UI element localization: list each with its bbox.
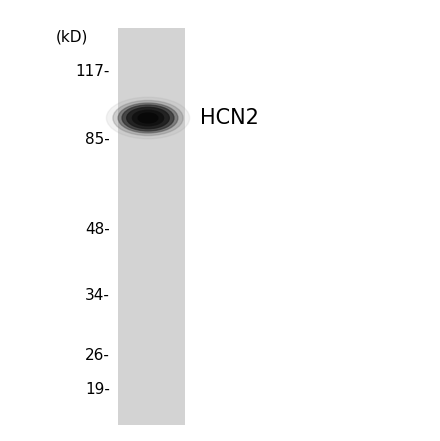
Text: 26-: 26- [85, 348, 110, 363]
Text: 48-: 48- [85, 223, 110, 238]
Ellipse shape [127, 107, 169, 129]
FancyBboxPatch shape [118, 28, 185, 425]
Text: 19-: 19- [85, 382, 110, 397]
Ellipse shape [113, 101, 183, 135]
Ellipse shape [118, 103, 178, 133]
Text: 117-: 117- [76, 64, 110, 79]
Text: (kD): (kD) [56, 30, 88, 45]
Text: 85-: 85- [85, 132, 110, 147]
Text: 34-: 34- [85, 288, 110, 303]
Ellipse shape [132, 110, 164, 126]
Text: HCN2: HCN2 [200, 108, 259, 128]
Ellipse shape [138, 113, 158, 123]
Ellipse shape [122, 105, 174, 131]
Ellipse shape [106, 97, 190, 139]
